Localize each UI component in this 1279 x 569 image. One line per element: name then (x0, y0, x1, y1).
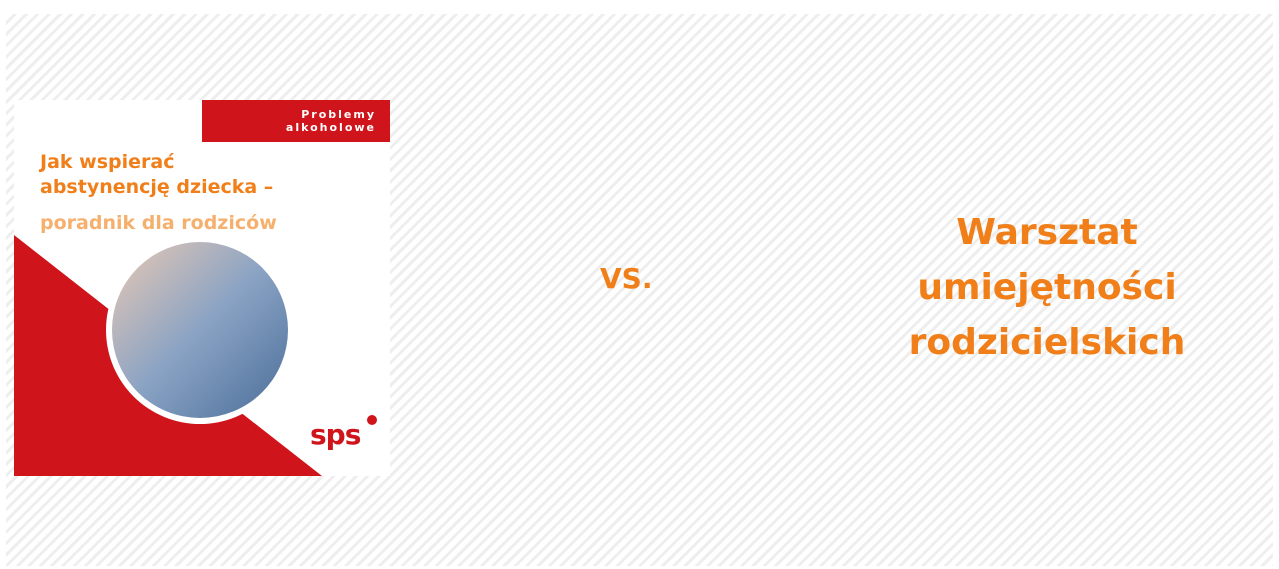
workshop-line: rodzicielskich (880, 315, 1214, 370)
cover-title: Jak wspierać abstynencję dziecka – (40, 150, 273, 200)
workshop-line: Warsztat (880, 205, 1214, 260)
title-line: Jak wspierać (40, 150, 273, 175)
family-photo (112, 242, 288, 418)
badge-line: alkoholowe (202, 121, 376, 134)
category-badge: Problemy alkoholowe (202, 100, 390, 142)
cover-subtitle: poradnik dla rodziców (40, 212, 277, 234)
vs-label: VS. (600, 262, 652, 295)
workshop-line: umiejętności (880, 260, 1214, 315)
badge-line: Problemy (202, 108, 376, 121)
logo-dot (367, 415, 377, 425)
title-line: abstynencję dziecka – (40, 175, 273, 200)
book-cover: Problemy alkoholowe Jak wspierać abstyne… (14, 100, 390, 476)
publisher-logo: sps (310, 418, 360, 451)
page: Problemy alkoholowe Jak wspierać abstyne… (0, 0, 1279, 569)
workshop-title: Warsztat umiejętności rodzicielskich (880, 205, 1214, 370)
